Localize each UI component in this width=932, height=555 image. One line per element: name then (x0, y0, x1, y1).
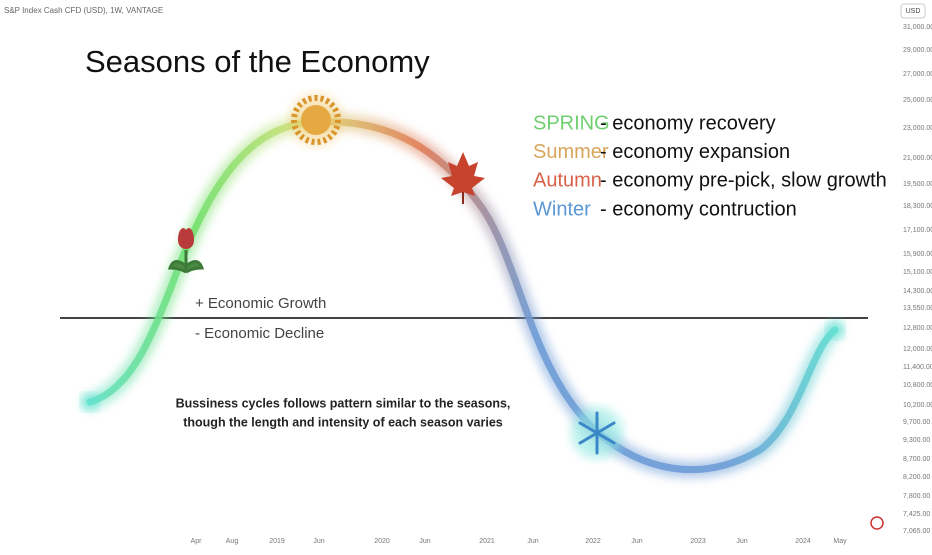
time-label: Jun (313, 538, 324, 545)
legend-description: - economy recovery (600, 112, 776, 134)
maple-leaf-icon (441, 152, 485, 204)
flag-icon[interactable] (870, 516, 884, 530)
snowflake-icon (571, 407, 623, 459)
time-label: Apr (191, 538, 203, 545)
note-line: Bussiness cycles follows pattern similar… (176, 396, 511, 410)
price-label: 7,425.00 (903, 511, 930, 518)
price-label: 8,200.00 (903, 474, 930, 481)
price-label: 15,900.00 (903, 251, 932, 258)
time-label: 2021 (479, 538, 495, 545)
price-label: 8,700.00 (903, 456, 930, 463)
note-line: though the length and intensity of each … (183, 415, 503, 429)
price-label: 27,000.00 (903, 71, 932, 78)
time-label: 2023 (690, 538, 706, 545)
price-label: 12,800.00 (903, 325, 932, 332)
time-label: 2020 (374, 538, 390, 545)
price-label: 13,550.00 (903, 305, 932, 312)
price-label: 10,200.00 (903, 402, 932, 409)
sun-icon (290, 94, 342, 146)
price-label: 7,065.00 (903, 528, 930, 535)
cycle-curve (81, 113, 844, 478)
legend-season: Autumn (533, 170, 602, 192)
price-label: 17,100.00 (903, 227, 932, 234)
time-label: May (833, 538, 847, 545)
time-label: Jun (419, 538, 430, 545)
legend-season: Winter (533, 198, 591, 220)
price-label: 7,800.00 (903, 493, 930, 500)
time-label: Jun (631, 538, 642, 545)
time-label: 2019 (269, 538, 285, 545)
legend-description: - economy contruction (600, 198, 797, 220)
time-label: 2022 (585, 538, 601, 545)
tulip-icon (167, 228, 205, 274)
price-label: 10,800.00 (903, 382, 932, 389)
legend-description: - economy pre-pick, slow growth (600, 170, 887, 192)
time-label: Jun (527, 538, 538, 545)
price-label: 15,100.00 (903, 269, 932, 276)
decline-label: - Economic Decline (195, 325, 324, 342)
price-label: 23,000.00 (903, 125, 932, 132)
price-label: 19,500.00 (903, 181, 932, 188)
currency-button[interactable] (900, 3, 926, 19)
price-label: 18,300.00 (903, 203, 932, 210)
price-label: 21,000.00 (903, 155, 932, 162)
price-label: 31,000.00 (903, 24, 932, 31)
title: Seasons of the Economy (85, 44, 430, 79)
legend-description: - economy expansion (600, 141, 790, 163)
growth-label: + Economic Growth (195, 295, 326, 312)
price-label: 14,300.00 (903, 288, 932, 295)
price-label: 29,000.00 (903, 47, 932, 54)
symbol-info: S&P Index Cash CFD (USD), 1W, VANTAGE (4, 6, 163, 15)
price-label: 12,000.00 (903, 346, 932, 353)
legend-season: Summer (533, 141, 609, 163)
price-label: 9,700.00 (903, 419, 930, 426)
price-label: 9,300.00 (903, 437, 930, 444)
time-label: 2024 (795, 538, 811, 545)
price-label: 25,000.00 (903, 97, 932, 104)
price-label: 11,400.00 (903, 364, 932, 371)
time-label: Jun (736, 538, 747, 545)
time-label: Aug (226, 538, 239, 545)
currency-label: USD (906, 8, 921, 15)
legend-season: SPRING (533, 112, 610, 134)
